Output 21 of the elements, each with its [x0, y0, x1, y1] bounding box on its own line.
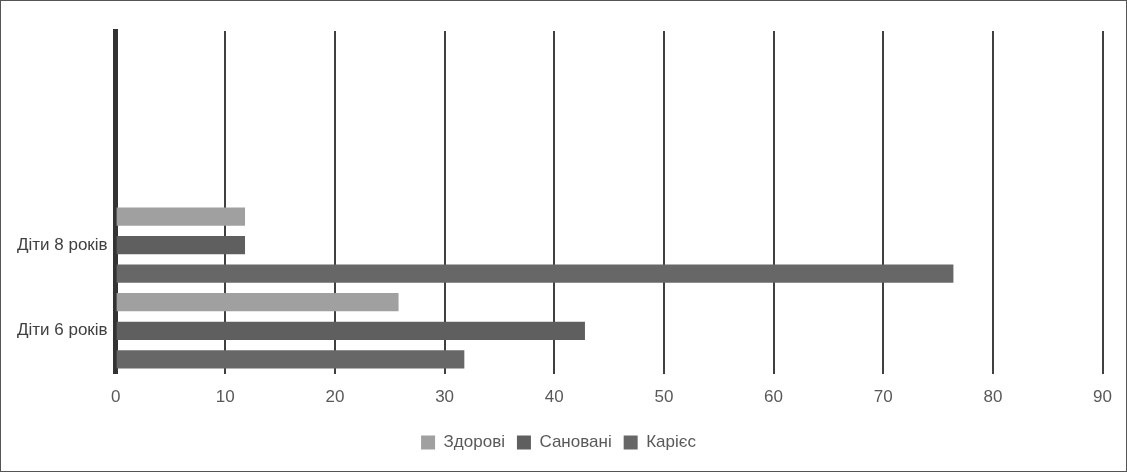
x-tick-label: 80 — [983, 387, 1003, 407]
x-tick-label: 60 — [764, 387, 784, 407]
x-tick-label: 50 — [654, 387, 674, 407]
x-tick-label: 0 — [110, 387, 121, 407]
y-tick-label: Діти 6 років — [16, 320, 108, 340]
x-tick-label: 20 — [325, 387, 345, 407]
bar — [116, 264, 954, 283]
x-tick-label: 90 — [1093, 387, 1113, 407]
x-tick-label: 70 — [873, 387, 893, 407]
bar — [116, 207, 246, 226]
bar — [116, 293, 399, 312]
x-tick-label: 40 — [544, 387, 564, 407]
legend-label: Карієс — [646, 432, 697, 452]
bar — [116, 235, 246, 255]
legend-label: Сановані — [539, 432, 612, 452]
bar — [116, 321, 585, 340]
bar — [116, 350, 465, 369]
x-tick-label: 10 — [215, 387, 235, 407]
legend-label: Здорові — [443, 432, 505, 452]
y-tick-label: Діти 8 років — [16, 234, 108, 254]
x-tick-label: 30 — [435, 387, 455, 407]
